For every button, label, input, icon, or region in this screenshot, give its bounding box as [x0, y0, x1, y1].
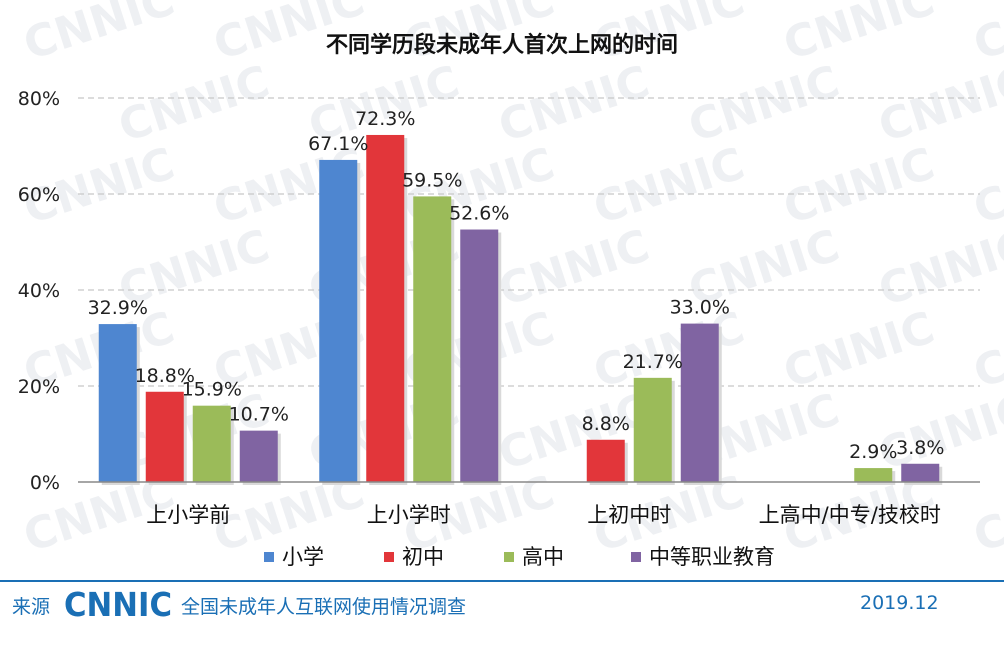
watermark-mark: CNNIC: [968, 466, 1004, 562]
survey-date: 2019.12: [860, 592, 939, 614]
legend-swatch: [504, 552, 514, 562]
watermark-mark: CNNIC: [778, 302, 941, 398]
y-tick-label: 0%: [30, 472, 60, 494]
watermark-mark: CNNIC: [968, 138, 1004, 234]
legend-label: 高中: [522, 545, 564, 569]
y-tick-label: 80%: [18, 88, 60, 110]
legend-swatch: [264, 552, 274, 562]
data-label: 59.5%: [402, 169, 462, 191]
y-tick-label: 20%: [18, 376, 60, 398]
data-label: 3.8%: [896, 437, 944, 459]
watermark-mark: CNNIC: [493, 56, 656, 152]
bar: [192, 405, 231, 482]
data-label: 18.8%: [135, 365, 195, 387]
watermark-mark: CNNIC: [968, 0, 1004, 70]
logo-text: CNNIC: [64, 586, 172, 622]
watermark-mark: CNNIC: [493, 220, 656, 316]
y-axis: 0% 20% 40% 60% 80%: [18, 88, 60, 494]
data-label: 67.1%: [308, 133, 368, 155]
data-label: 72.3%: [355, 108, 415, 130]
data-label: 10.7%: [229, 404, 289, 426]
watermark-mark: CNNIC: [588, 138, 751, 234]
data-label: 33.0%: [670, 297, 730, 319]
grid-layer: [78, 97, 980, 387]
bar: [98, 324, 137, 482]
bar: [460, 229, 499, 482]
chart-title: 不同学历段未成年人首次上网的时间: [326, 32, 678, 58]
bar: [854, 468, 893, 482]
bar: [366, 134, 405, 482]
footer: 来源 CNNIC 全国未成年人互联网使用情况调查 2019.12: [0, 580, 1004, 647]
footer-divider: [0, 580, 1004, 582]
watermark-mark: CNNIC: [18, 0, 181, 70]
bar: [633, 377, 672, 482]
bar: [680, 323, 719, 482]
cnnic-logo: CNNIC: [64, 586, 172, 622]
legend-label: 初中: [402, 545, 444, 569]
watermark-mark: CNNIC: [493, 384, 656, 480]
bar: [319, 159, 358, 483]
y-tick-label: 40%: [18, 280, 60, 302]
watermark-mark: CNNIC: [968, 302, 1004, 398]
watermark-mark: CNNIC: [873, 56, 1004, 152]
bar: [413, 196, 452, 482]
watermark-mark: CNNIC: [873, 220, 1004, 316]
legend: 小学 初中 高中 中等职业教育: [264, 545, 775, 569]
bar: [586, 439, 625, 482]
legend-swatch: [631, 552, 641, 562]
y-tick-label: 60%: [18, 184, 60, 206]
x-tick-label: 上初中时: [587, 503, 671, 527]
data-label: 8.8%: [582, 413, 630, 435]
data-label: 15.9%: [182, 379, 242, 401]
bar: [901, 463, 940, 482]
x-tick-label: 上小学时: [367, 503, 451, 527]
data-label: 2.9%: [849, 441, 897, 463]
x-axis: 上小学前 上小学时 上初中时 上高中/中专/技校时: [78, 481, 980, 527]
data-label: 32.9%: [88, 297, 148, 319]
bars-layer: [98, 134, 943, 486]
watermark-mark: CNNIC: [683, 56, 846, 152]
data-label: 52.6%: [449, 203, 509, 225]
watermark-mark: CNNIC: [113, 56, 276, 152]
data-labels: 32.9% 18.8%15.9% 10.7% 67.1% 72.3% 59.5% 52.6%…: [88, 108, 945, 463]
data-label: 21.7%: [623, 351, 683, 373]
survey-name: 全国未成年人互联网使用情况调查: [181, 596, 467, 618]
legend-label: 小学: [282, 545, 324, 569]
bar: [239, 430, 278, 482]
x-tick-label: 上小学前: [146, 503, 230, 527]
watermark-mark: CNNIC: [778, 138, 941, 234]
bar: [145, 391, 184, 482]
legend-label: 中等职业教育: [649, 545, 775, 569]
watermark-mark: CNNIC: [778, 0, 941, 70]
legend-swatch: [384, 552, 394, 562]
x-tick-label: 上高中/中专/技校时: [759, 503, 941, 527]
source-label: 来源: [12, 596, 51, 618]
